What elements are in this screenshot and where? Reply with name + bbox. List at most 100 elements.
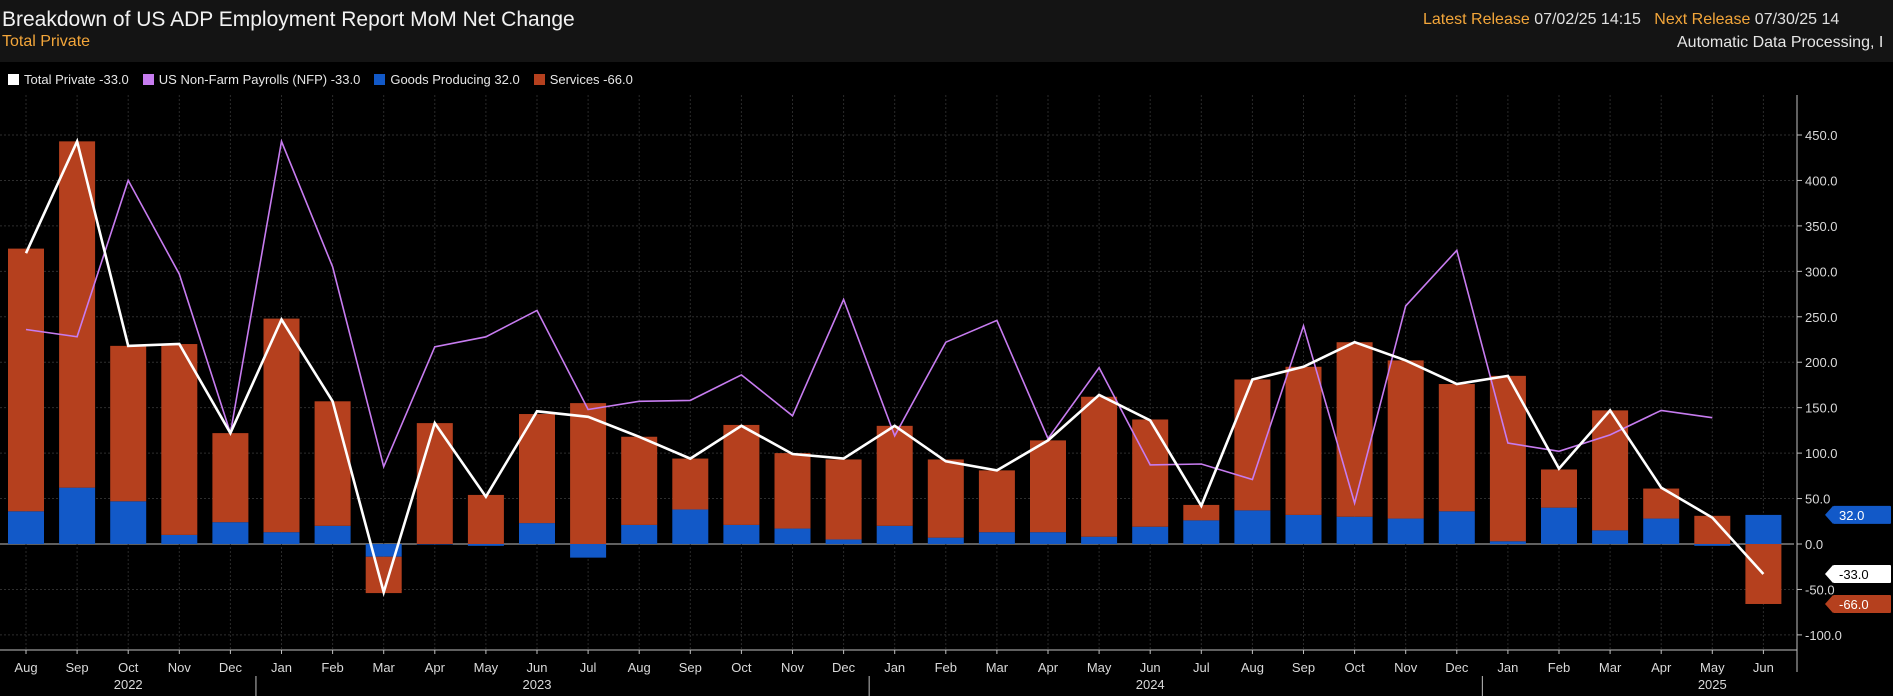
legend-item-goods-producing[interactable]: Goods Producing 32.0 [374,71,520,87]
bar-services [416,423,453,544]
bar-services [8,248,44,512]
x-tick-label: Jul [580,660,597,675]
legend-item-total-private[interactable]: Total Private -33.0 [8,72,129,87]
bar-services [1643,488,1680,519]
legend-label: Total Private -33.0 [24,71,129,87]
x-tick-label: Mar [373,660,396,675]
last-value-tag-pointer [1825,505,1833,524]
bar-goods-producing [1285,514,1322,544]
bar-services [161,344,198,535]
bar-goods-producing [1387,518,1424,544]
x-tick-label: Nov [781,660,805,675]
x-tick-label: Feb [935,660,957,675]
y-tick-label: 0.0 [1805,537,1823,552]
bar-goods-producing [314,525,351,544]
y-tick-label: 350.0 [1805,219,1838,234]
bar-goods-producing [1592,530,1629,544]
bar-goods-producing [672,509,709,544]
bar-services [723,424,760,525]
bar-goods-producing [1541,507,1577,544]
bar-goods-producing [8,511,44,544]
bar-goods-producing [519,523,555,544]
y-tick-label: 300.0 [1805,264,1838,279]
bar-services [1336,342,1373,517]
last-value-tag [1833,564,1891,583]
legend-swatch [8,73,19,85]
x-tick-label: Nov [1394,660,1418,675]
bar-goods-producing [416,544,453,545]
x-tick-label: Mar [1599,660,1622,675]
y-tick-label: 150.0 [1805,401,1838,416]
bar-goods-producing [1745,514,1782,544]
bar-goods-producing [1081,536,1118,544]
x-tick-label: Jun [1140,660,1161,675]
x-tick-label: Aug [14,660,37,675]
y-tick-label: 50.0 [1805,492,1830,507]
bar-goods-producing [110,501,147,544]
year-label: 2023 [523,677,552,692]
last-value-tag-pointer [1825,594,1833,613]
bar-services [774,453,811,529]
x-tick-label: Apr [1651,660,1672,675]
bar-services [263,318,300,533]
bar-services [825,459,862,540]
year-label: 2024 [1136,677,1165,692]
x-tick-label: Dec [219,660,243,675]
bar-services [365,556,402,594]
line-nfp [25,138,1713,507]
x-tick-label: Apr [1038,660,1059,675]
bar-goods-producing [1030,532,1066,544]
bar-goods-producing [723,524,760,544]
year-label: 2022 [114,677,143,692]
x-tick-label: Oct [731,660,752,675]
x-tick-label: Jan [271,660,292,675]
x-tick-label: Feb [321,660,343,675]
legend-swatch [142,73,154,85]
bar-goods-producing [1438,511,1475,544]
next-release-label: Next Release [1654,11,1751,28]
bar-goods-producing [263,532,300,544]
legend-label: Goods Producing 32.0 [390,71,520,87]
x-tick-label: Oct [1344,660,1365,675]
x-tick-label: May [1087,660,1112,675]
next-release-value: 07/30/25 14 [1754,11,1840,28]
x-tick-label: Aug [628,660,651,675]
bar-goods-producing [570,544,607,558]
x-tick-label: May [1700,660,1725,675]
y-tick-label: 400.0 [1805,173,1838,188]
line-total-private [24,137,1765,597]
x-tick-label: Aug [1241,660,1264,675]
y-tick-label: 200.0 [1805,355,1838,370]
last-value-tag-label: 32.0 [1839,508,1864,523]
y-tick-label: -50.0 [1805,582,1835,597]
bar-goods-producing [1132,526,1169,544]
bar-services [1081,396,1118,537]
bar-services [978,470,1015,533]
legend-item-services[interactable]: Services -66.0 [533,71,633,87]
last-value-tag [1833,505,1891,524]
x-tick-label: Mar [986,660,1009,675]
x-tick-label: Oct [118,660,139,675]
bar-services [314,401,351,526]
x-tick-label: Feb [1548,660,1570,675]
legend-item-nfp[interactable]: US Non-Farm Payrolls (NFP) -33.0 [142,72,360,87]
release-info: Latest Release 07/02/25 14:15 Next Relea… [1423,11,1893,29]
x-tick-label: Jun [527,660,548,675]
x-tick-label: May [474,660,499,675]
bar-services [876,425,913,526]
legend-swatch [533,73,545,85]
legend-label: Services -66.0 [549,71,633,87]
bar-services [1234,379,1271,511]
bar-services [1387,360,1424,519]
x-tick-label: Sep [1292,660,1315,675]
y-tick-label: 100.0 [1805,446,1838,461]
y-tick-label: 250.0 [1805,310,1838,325]
x-tick-label: Dec [1445,660,1469,675]
bar-services [621,436,658,525]
y-tick-label: -100.0 [1805,628,1842,643]
bar-goods-producing [1489,541,1526,544]
year-label: 2025 [1698,677,1727,692]
chart-header: Breakdown of US ADP Employment Report Mo… [0,0,1893,62]
bar-goods-producing [212,522,249,544]
